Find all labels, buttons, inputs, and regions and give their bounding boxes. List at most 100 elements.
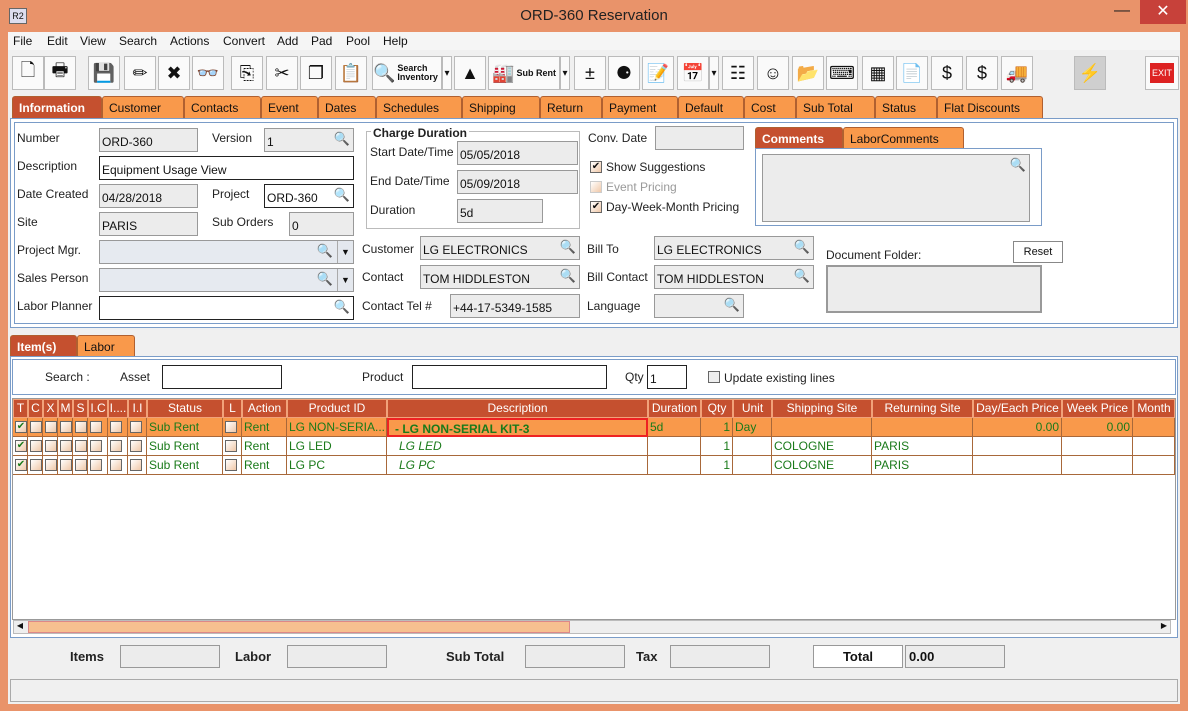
qty-cell[interactable]: 1: [701, 456, 733, 475]
toolbar-button[interactable]: ▾: [560, 56, 570, 90]
tab-labor[interactable]: Labor: [77, 335, 135, 356]
start-date-field[interactable]: 05/05/2018: [457, 141, 578, 165]
menu-help[interactable]: Help: [383, 34, 408, 48]
asset-input[interactable]: [162, 365, 282, 389]
tab-flat-discounts[interactable]: Flat Discounts: [937, 96, 1043, 118]
duration-cell[interactable]: [648, 437, 701, 456]
tab-information[interactable]: Information: [12, 96, 102, 118]
toolbar-button[interactable]: ✏: [124, 56, 156, 90]
tab-customer[interactable]: Customer: [102, 96, 184, 118]
bill-contact-field[interactable]: TOM HIDDLESTON 🔍: [654, 265, 814, 289]
menu-edit[interactable]: Edit: [47, 34, 68, 48]
toolbar-button[interactable]: 🖶: [44, 56, 76, 90]
toolbar-button[interactable]: ⚈: [608, 56, 640, 90]
unit-cell[interactable]: [733, 437, 772, 456]
toolbar-button[interactable]: ±: [574, 56, 606, 90]
column-header[interactable]: Qty: [701, 399, 733, 418]
action-cell[interactable]: Rent: [242, 418, 287, 437]
week-price-cell[interactable]: [1062, 437, 1133, 456]
update-existing-checkbox[interactable]: [708, 371, 720, 383]
scroll-left-icon[interactable]: ◀: [16, 621, 24, 630]
menu-file[interactable]: File: [13, 34, 33, 48]
search-icon[interactable]: 🔍: [559, 239, 576, 254]
shipping-cell[interactable]: COLOGNE: [772, 456, 872, 475]
column-header[interactable]: Description: [387, 399, 648, 418]
menu-pool[interactable]: Pool: [346, 34, 371, 48]
month-cell[interactable]: [1133, 418, 1175, 437]
column-header[interactable]: Status: [147, 399, 223, 418]
row-checkbox[interactable]: [90, 440, 102, 452]
tab-labor-comments[interactable]: LaborComments: [843, 127, 964, 148]
product-id-cell[interactable]: LG LED: [287, 437, 387, 456]
description-cell[interactable]: - LG NON-SERIAL KIT-3: [387, 418, 648, 437]
tab-event[interactable]: Event: [261, 96, 318, 118]
row-checkbox[interactable]: [75, 459, 87, 471]
unit-cell[interactable]: Day: [733, 418, 772, 437]
toolbar-button[interactable]: ⚡: [1074, 56, 1106, 90]
qty-cell[interactable]: 1: [701, 418, 733, 437]
toolbar-button[interactable]: ⎘: [231, 56, 263, 90]
toolbar-button[interactable]: ❐: [300, 56, 332, 90]
row-checkbox[interactable]: [45, 440, 57, 452]
column-header[interactable]: S: [73, 399, 88, 418]
column-header[interactable]: Returning Site: [872, 399, 973, 418]
toolbar-button[interactable]: 📄: [896, 56, 928, 90]
row-checkbox[interactable]: [75, 421, 87, 433]
tab-default[interactable]: Default: [678, 96, 744, 118]
action-cell[interactable]: Rent: [242, 437, 287, 456]
toolbar-button[interactable]: ▾: [442, 56, 452, 90]
row-checkbox[interactable]: [90, 421, 102, 433]
toolbar-button[interactable]: 🔍 Search Inventory: [372, 56, 442, 90]
reset-button[interactable]: Reset: [1013, 241, 1063, 263]
search-icon[interactable]: 🔍: [316, 243, 333, 258]
toolbar-button[interactable]: 💾: [88, 56, 120, 90]
column-header[interactable]: I.I: [128, 399, 147, 418]
row-checkbox[interactable]: [75, 440, 87, 452]
contact-field[interactable]: TOM HIDDLESTON 🔍: [420, 265, 580, 289]
column-header[interactable]: L: [223, 399, 242, 418]
row-checkbox[interactable]: [30, 459, 42, 471]
tab-status[interactable]: Status: [875, 96, 937, 118]
language-field[interactable]: 🔍: [654, 294, 744, 318]
toolbar-button[interactable]: ⌨: [826, 56, 858, 90]
t-checkbox[interactable]: ✔: [15, 459, 27, 471]
column-header[interactable]: Shipping Site: [772, 399, 872, 418]
search-icon[interactable]: 🔍: [793, 239, 810, 254]
column-header[interactable]: Month: [1133, 399, 1175, 418]
menu-convert[interactable]: Convert: [223, 34, 266, 48]
row-checkbox[interactable]: [60, 421, 72, 433]
column-header[interactable]: I.C: [88, 399, 108, 418]
product-input[interactable]: [412, 365, 607, 389]
menu-search[interactable]: Search: [119, 34, 158, 48]
description-cell[interactable]: LG LED: [387, 437, 648, 456]
search-icon[interactable]: 🔍: [1009, 157, 1026, 172]
product-id-cell[interactable]: LG PC: [287, 456, 387, 475]
search-icon[interactable]: 🔍: [559, 268, 576, 283]
status-cell[interactable]: Sub Rent: [147, 456, 223, 475]
menu-add[interactable]: Add: [277, 34, 299, 48]
bill-to-field[interactable]: LG ELECTRONICS 🔍: [654, 236, 814, 260]
row-checkbox[interactable]: [130, 421, 142, 433]
toolbar-button[interactable]: ☷: [722, 56, 754, 90]
toolbar-button[interactable]: ☺: [757, 56, 789, 90]
row-checkbox[interactable]: [30, 421, 42, 433]
table-row[interactable]: [13, 437, 1175, 456]
customer-field[interactable]: LG ELECTRONICS 🔍: [420, 236, 580, 260]
row-checkbox[interactable]: [225, 440, 237, 452]
search-icon[interactable]: 🔍: [793, 268, 810, 283]
row-checkbox[interactable]: [110, 459, 122, 471]
qty-cell[interactable]: 1: [701, 437, 733, 456]
column-header[interactable]: Week Price: [1062, 399, 1133, 418]
row-checkbox[interactable]: [130, 459, 142, 471]
minimize-button[interactable]: —: [1114, 2, 1130, 19]
day-price-cell[interactable]: [973, 456, 1062, 475]
description-input[interactable]: Equipment Usage View: [99, 156, 354, 180]
scroll-right-icon[interactable]: ▶: [1160, 621, 1168, 630]
menu-actions[interactable]: Actions: [170, 34, 210, 48]
toolbar-button[interactable]: EXIT: [1145, 56, 1179, 90]
tab-cost[interactable]: Cost: [744, 96, 796, 118]
day-price-cell[interactable]: [973, 437, 1062, 456]
column-header[interactable]: Unit: [733, 399, 772, 418]
toolbar-button[interactable]: 🏭 Sub Rent: [488, 56, 560, 90]
row-checkbox[interactable]: [110, 440, 122, 452]
